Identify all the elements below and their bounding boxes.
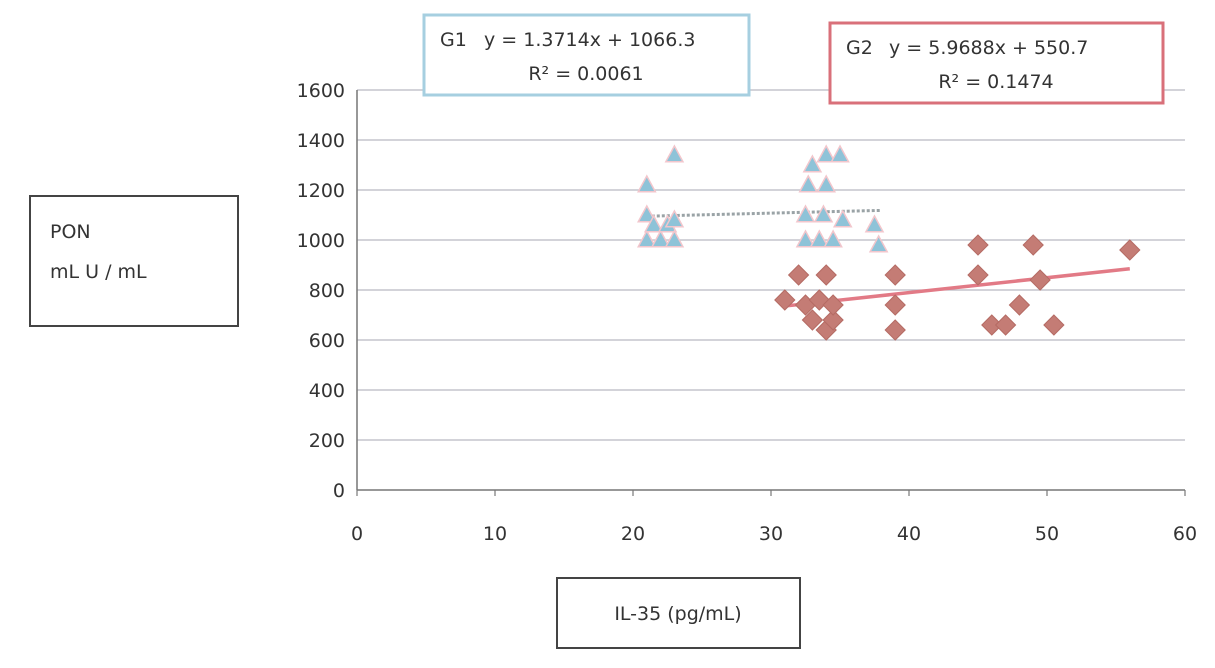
- g2-point: [801, 309, 824, 331]
- g1-point: [636, 229, 657, 248]
- y-axis-label-line-1: PON: [50, 221, 91, 243]
- y-axis-label-box: PON mL U / mL: [29, 195, 239, 327]
- g2-point: [1008, 294, 1031, 316]
- g1-point: [643, 214, 664, 233]
- g1-point: [830, 144, 850, 163]
- g2-label: G2: [846, 37, 873, 59]
- x-tick-label: 10: [483, 523, 507, 545]
- x-tick-label: 40: [897, 523, 921, 545]
- g2-point: [967, 264, 989, 286]
- g2-equation: y = 5.9688x + 550.7: [889, 37, 1088, 59]
- x-axis-label: IL-35 (pg/mL): [614, 603, 741, 625]
- x-tick-labels: 0 10 20 30 40 50 60: [351, 523, 1197, 545]
- g1-point: [816, 144, 837, 163]
- g1-point: [795, 229, 816, 248]
- g1-point: [868, 234, 889, 253]
- g1-annotation-box: G1 y = 1.3714x + 1066.3 R² = 0.0061: [422, 13, 751, 97]
- y-tick-label: 1000: [297, 230, 345, 252]
- g1-point: [650, 229, 671, 248]
- g2-point: [1043, 314, 1065, 336]
- y-tick-label: 1200: [297, 180, 345, 202]
- y-axis-label-line-2: mL U / mL: [50, 261, 147, 283]
- g2-point: [822, 294, 844, 316]
- x-tick-label: 60: [1173, 523, 1197, 545]
- axes: [356, 90, 1186, 496]
- g1-point: [813, 204, 834, 223]
- g1-point: [664, 209, 685, 228]
- g1-point: [802, 154, 823, 173]
- g2-annotation-box: G2 y = 5.9688x + 550.7 R² = 0.1474: [828, 21, 1165, 105]
- g1-point: [636, 204, 657, 223]
- y-tick-labels: 0 200 400 600 800 1000 1200 1400 1600: [297, 80, 345, 502]
- g1-point: [816, 174, 837, 193]
- trendlines: [646, 208, 1130, 308]
- x-tick-label: 20: [621, 523, 645, 545]
- g2-point: [815, 264, 837, 286]
- y-tick-label: 1400: [297, 130, 345, 152]
- g1-label: G1: [440, 29, 467, 51]
- y-tick-label: 400: [309, 380, 345, 402]
- g2-point: [787, 264, 810, 286]
- y-tick-label: 0: [333, 480, 345, 502]
- x-tick-label: 50: [1035, 523, 1059, 545]
- g1-point: [864, 214, 885, 233]
- g1-point: [798, 174, 819, 193]
- g1-point: [636, 174, 657, 193]
- y-tick-label: 800: [309, 280, 345, 302]
- g2-point: [774, 289, 796, 311]
- g2-point: [884, 319, 906, 341]
- g2-trendline: [784, 267, 1130, 308]
- y-tick-label: 1600: [297, 80, 345, 102]
- g2-point: [994, 314, 1017, 336]
- g1-point: [832, 209, 853, 228]
- g1-point: [664, 144, 685, 163]
- g2-point: [1029, 269, 1051, 291]
- y-tick-label: 200: [309, 430, 345, 452]
- g2-r2: R² = 0.1474: [938, 71, 1053, 93]
- g2-point: [967, 234, 989, 256]
- g1-point: [664, 229, 685, 248]
- g1-point: [795, 204, 816, 223]
- g1-trendline: [646, 208, 882, 218]
- y-tick-label: 600: [309, 330, 345, 352]
- g2-point: [822, 309, 844, 331]
- g2-point: [884, 264, 906, 286]
- g1-r2: R² = 0.0061: [528, 63, 643, 85]
- x-tick-label: 0: [351, 523, 363, 545]
- gridlines: [357, 89, 1185, 441]
- x-tick-label: 30: [759, 523, 783, 545]
- g1-point: [823, 229, 843, 248]
- x-axis-label-box: IL-35 (pg/mL): [556, 577, 801, 649]
- g1-point: [809, 229, 830, 248]
- g1-equation: y = 1.3714x + 1066.3: [484, 29, 695, 51]
- g2-point: [1022, 234, 1044, 256]
- data-points: [636, 144, 1141, 341]
- g2-point: [1119, 239, 1141, 261]
- g2-point: [884, 294, 906, 316]
